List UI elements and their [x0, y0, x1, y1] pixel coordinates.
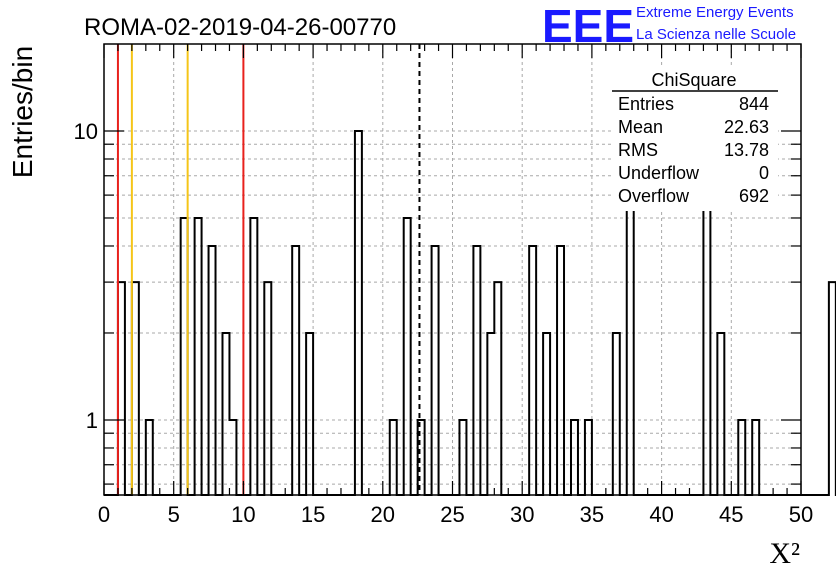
- x-tick-label: 10: [231, 502, 255, 527]
- stats-value-overflow: 692: [739, 186, 769, 206]
- histogram-bin: [543, 333, 550, 495]
- histogram-bin: [717, 333, 724, 495]
- grid: [104, 44, 801, 495]
- histogram-bin: [829, 282, 836, 495]
- stats-value-underflow: 0: [759, 163, 769, 183]
- chart-title: ROMA-02-2019-04-26-00770: [84, 14, 396, 41]
- histogram-bin: [181, 218, 188, 495]
- histogram-bin: [195, 218, 202, 495]
- histogram-bin: [209, 246, 216, 495]
- histogram-bin: [306, 333, 313, 495]
- logo-line-2: La Scienza nelle Scuole: [636, 26, 796, 43]
- stats-value-entries: 844: [739, 94, 769, 114]
- x-tick-label: 35: [580, 502, 604, 527]
- histogram-bin: [222, 333, 229, 495]
- x-tick-label: 15: [301, 502, 325, 527]
- histogram-bin: [557, 246, 564, 495]
- histogram-bin: [432, 246, 439, 495]
- marker-lines: [116, 44, 421, 495]
- x-tick-label: 0: [98, 502, 110, 527]
- y-tick-label: 1: [86, 408, 98, 433]
- stats-value-rms: 13.78: [724, 140, 769, 160]
- x-tick-label: 20: [371, 502, 395, 527]
- histogram-bin: [292, 246, 299, 495]
- histogram-bin: [473, 246, 480, 495]
- axes: 0 5 10 15 20 25 30 35 40 45 50 1 10: [74, 43, 813, 527]
- histogram-bin: [264, 282, 271, 495]
- histogram-bin: [118, 282, 125, 495]
- stats-label-mean: Mean: [618, 117, 663, 137]
- y-tick-label: 10: [74, 119, 98, 144]
- histogram-bin: [487, 333, 494, 495]
- histogram-bin: [494, 282, 501, 495]
- stats-label-overflow: Overflow: [618, 186, 690, 206]
- stats-box: ChiSquare Entries 844 Mean 22.63 RMS 13.…: [612, 66, 778, 211]
- x-tick-label: 25: [440, 502, 464, 527]
- x-tick-label: 30: [510, 502, 534, 527]
- logo-line-1: Extreme Energy Events: [636, 4, 794, 21]
- histogram-bin: [132, 282, 139, 495]
- x-tick-label: 5: [168, 502, 180, 527]
- stats-title: ChiSquare: [651, 70, 736, 90]
- histogram-outline: [104, 129, 836, 496]
- histogram-bin: [250, 218, 257, 495]
- histogram-bin: [627, 195, 634, 495]
- x-tick-label: 40: [649, 502, 673, 527]
- histogram-bin: [529, 246, 536, 495]
- stats-label-entries: Entries: [618, 94, 674, 114]
- stats-box-background: [612, 66, 778, 211]
- y-axis-label: Entries/bin: [7, 46, 38, 178]
- histogram-bin: [355, 131, 362, 495]
- stats-label-underflow: Underflow: [618, 163, 700, 183]
- histogram: [104, 129, 836, 496]
- eee-logo: EEE Extreme Energy Events La Scienza nel…: [542, 0, 796, 52]
- x-tick-label: 50: [789, 502, 813, 527]
- stats-label-rms: RMS: [618, 140, 658, 160]
- x-tick-label: 45: [719, 502, 743, 527]
- histogram-bin: [404, 218, 411, 495]
- histogram-bin: [613, 333, 620, 495]
- stats-value-mean: 22.63: [724, 117, 769, 137]
- x-axis-label: X²: [769, 537, 800, 570]
